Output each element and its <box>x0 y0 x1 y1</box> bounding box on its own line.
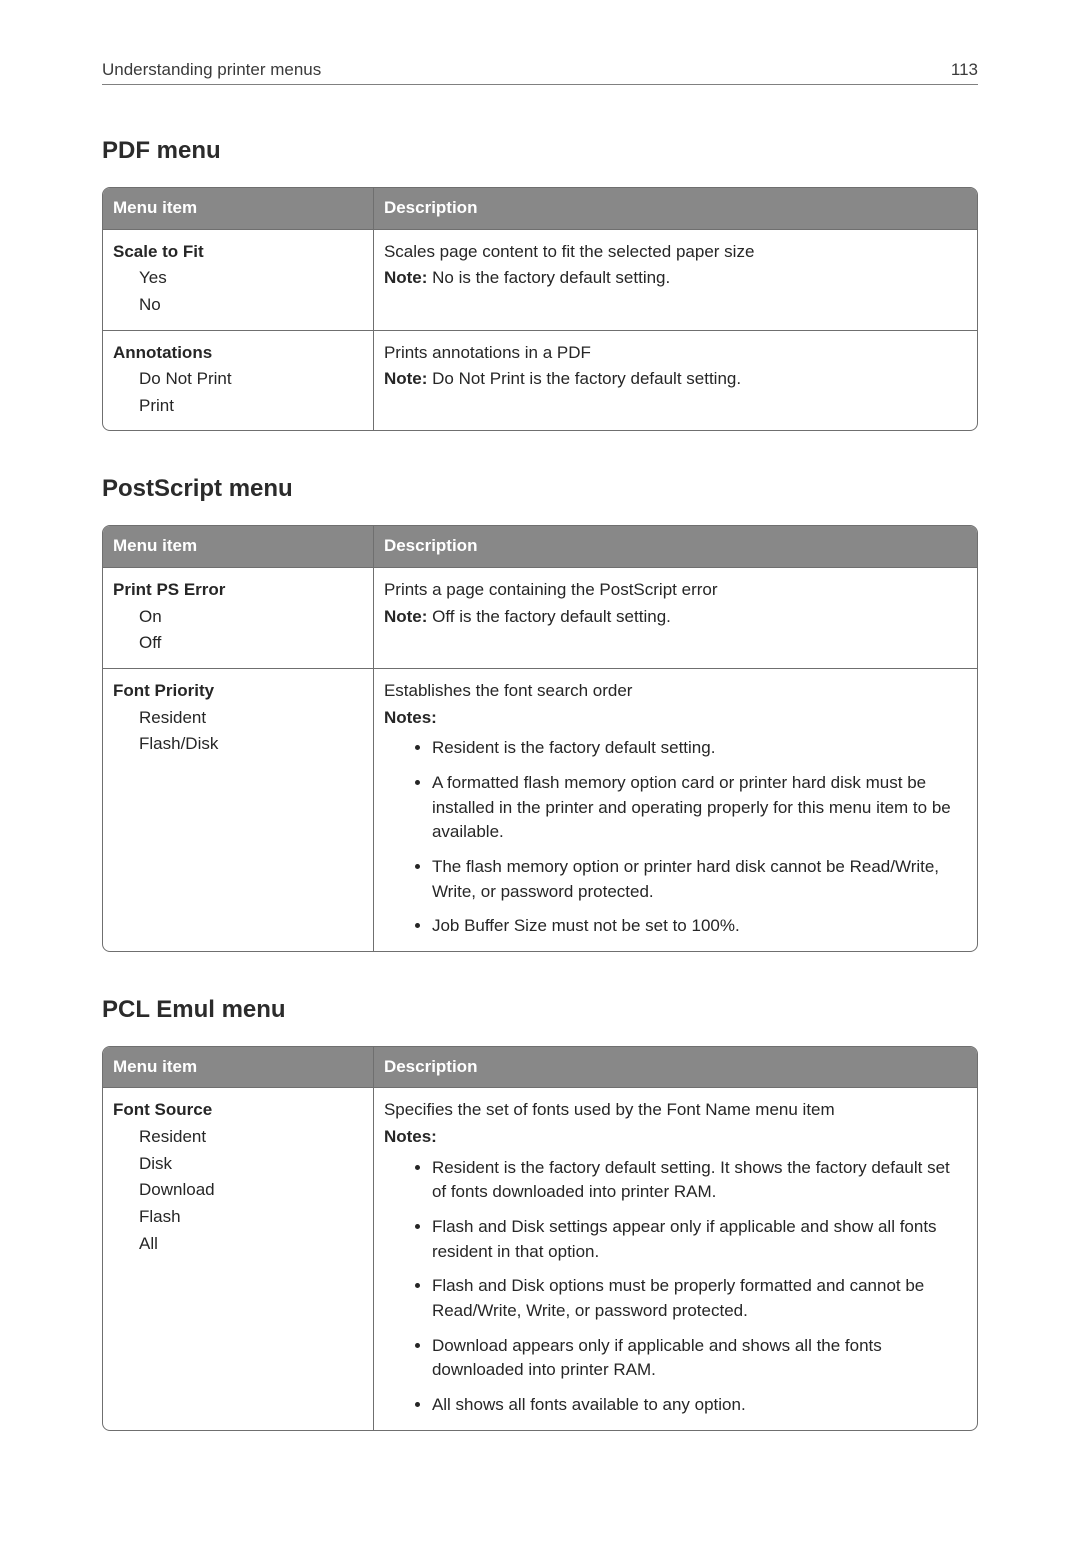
note-label: Note: <box>384 607 427 626</box>
col-header-description: Description <box>374 188 977 229</box>
menu-option: No <box>139 293 363 318</box>
notes-list-item: A formatted flash memory option card or … <box>432 771 967 845</box>
description-cell: Scales page content to fit the selected … <box>374 229 977 330</box>
description-line: Scales page content to fit the selected … <box>384 240 967 265</box>
note-label: Note: <box>384 369 427 388</box>
menu-options: YesNo <box>113 266 363 317</box>
table-row: Print PS ErrorOnOff Prints a page contain… <box>103 567 977 668</box>
description-cell: Specifies the set of fonts used by the F… <box>374 1087 977 1429</box>
table-row: Font PriorityResidentFlash/DiskEstablish… <box>103 668 977 951</box>
note-text: No is the factory default setting. <box>427 268 670 287</box>
section: PCL Emul menuMenu itemDescriptionFont So… <box>102 996 978 1431</box>
menu-option: All <box>139 1232 363 1257</box>
table-row: Scale to FitYesNo Scales page content to … <box>103 229 977 330</box>
menu-options: Do Not PrintPrint <box>113 367 363 418</box>
menu-table: Menu itemDescriptionPrint PS ErrorOnOffP… <box>102 525 978 951</box>
notes-list-item: Flash and Disk settings appear only if a… <box>432 1215 967 1264</box>
notes-heading: Notes: <box>384 1127 437 1146</box>
menu-item-label: Font Priority <box>113 679 363 704</box>
notes-list-item: Flash and Disk options must be properly … <box>432 1274 967 1323</box>
menu-option: On <box>139 605 363 630</box>
description-cell: Prints annotations in a PDFNote: Do Not … <box>374 330 977 431</box>
menu-item-cell: Scale to FitYesNo <box>103 229 374 330</box>
menu-item-label: Annotations <box>113 341 363 366</box>
description-line: Prints a page containing the PostScript … <box>384 578 967 603</box>
menu-item-label: Print PS Error <box>113 578 363 603</box>
menu-item-cell: Print PS ErrorOnOff <box>103 567 374 668</box>
menu-item-label: Font Source <box>113 1098 363 1123</box>
col-header-menu-item: Menu item <box>103 188 374 229</box>
notes-list-item: Job Buffer Size must not be set to 100%. <box>432 914 967 939</box>
description-cell: Prints a page containing the PostScript … <box>374 567 977 668</box>
table-row: Font SourceResidentDiskDownloadFlashAll S… <box>103 1087 977 1429</box>
menu-options: ResidentFlash/Disk <box>113 706 363 757</box>
notes-list-item: Resident is the factory default setting.… <box>432 1156 967 1205</box>
notes-list-item: The flash memory option or printer hard … <box>432 855 967 904</box>
menu-table: Menu itemDescriptionScale to FitYesNoSca… <box>102 187 978 431</box>
menu-item-cell: Font PriorityResidentFlash/Disk <box>103 668 374 951</box>
menu-table: Menu itemDescriptionFont SourceResidentD… <box>102 1046 978 1431</box>
menu-option: Resident <box>139 706 363 731</box>
description-cell: Establishes the font search order Notes: R… <box>374 668 977 951</box>
chapter-title: Understanding printer menus <box>102 60 321 80</box>
notes-list: Resident is the factory default setting.… <box>384 736 967 938</box>
description-line: Specifies the set of fonts used by the F… <box>384 1098 967 1123</box>
note-text: Do Not Print is the factory default sett… <box>427 369 741 388</box>
menu-option: Flash/Disk <box>139 732 363 757</box>
menu-options: ResidentDiskDownloadFlashAll <box>113 1125 363 1256</box>
col-header-menu-item: Menu item <box>103 526 374 567</box>
menu-option: Off <box>139 631 363 656</box>
table-row: AnnotationsDo Not PrintPrint Prints annot… <box>103 330 977 431</box>
notes-heading: Notes: <box>384 708 437 727</box>
description-line: Note: Do Not Print is the factory defaul… <box>384 367 967 392</box>
description-line: Note: Off is the factory default setting… <box>384 605 967 630</box>
menu-option: Print <box>139 394 363 419</box>
col-header-menu-item: Menu item <box>103 1047 374 1088</box>
menu-option: Download <box>139 1178 363 1203</box>
description-line: Establishes the font search order <box>384 679 967 704</box>
description-line: Note: No is the factory default setting. <box>384 266 967 291</box>
notes-list-item: Download appears only if applicable and … <box>432 1334 967 1383</box>
notes-list: Resident is the factory default setting.… <box>384 1156 967 1418</box>
menu-item-cell: Font SourceResidentDiskDownloadFlashAll <box>103 1087 374 1429</box>
section-heading: PostScript menu <box>102 475 978 503</box>
note-label: Note: <box>384 268 427 287</box>
notes-list-item: Resident is the factory default setting. <box>432 736 967 761</box>
menu-options: OnOff <box>113 605 363 656</box>
col-header-description: Description <box>374 526 977 567</box>
menu-option: Flash <box>139 1205 363 1230</box>
section-heading: PDF menu <box>102 137 978 165</box>
col-header-description: Description <box>374 1047 977 1088</box>
menu-item-cell: AnnotationsDo Not PrintPrint <box>103 330 374 431</box>
page-number: 113 <box>951 60 978 80</box>
menu-option: Do Not Print <box>139 367 363 392</box>
menu-option: Disk <box>139 1152 363 1177</box>
menu-item-label: Scale to Fit <box>113 240 363 265</box>
menu-option: Resident <box>139 1125 363 1150</box>
section: PostScript menuMenu itemDescriptionPrint… <box>102 475 978 951</box>
page-header: Understanding printer menus 113 <box>102 60 978 85</box>
section: PDF menuMenu itemDescriptionScale to Fit… <box>102 137 978 431</box>
menu-option: Yes <box>139 266 363 291</box>
section-heading: PCL Emul menu <box>102 996 978 1024</box>
description-line: Prints annotations in a PDF <box>384 341 967 366</box>
note-text: Off is the factory default setting. <box>427 607 670 626</box>
